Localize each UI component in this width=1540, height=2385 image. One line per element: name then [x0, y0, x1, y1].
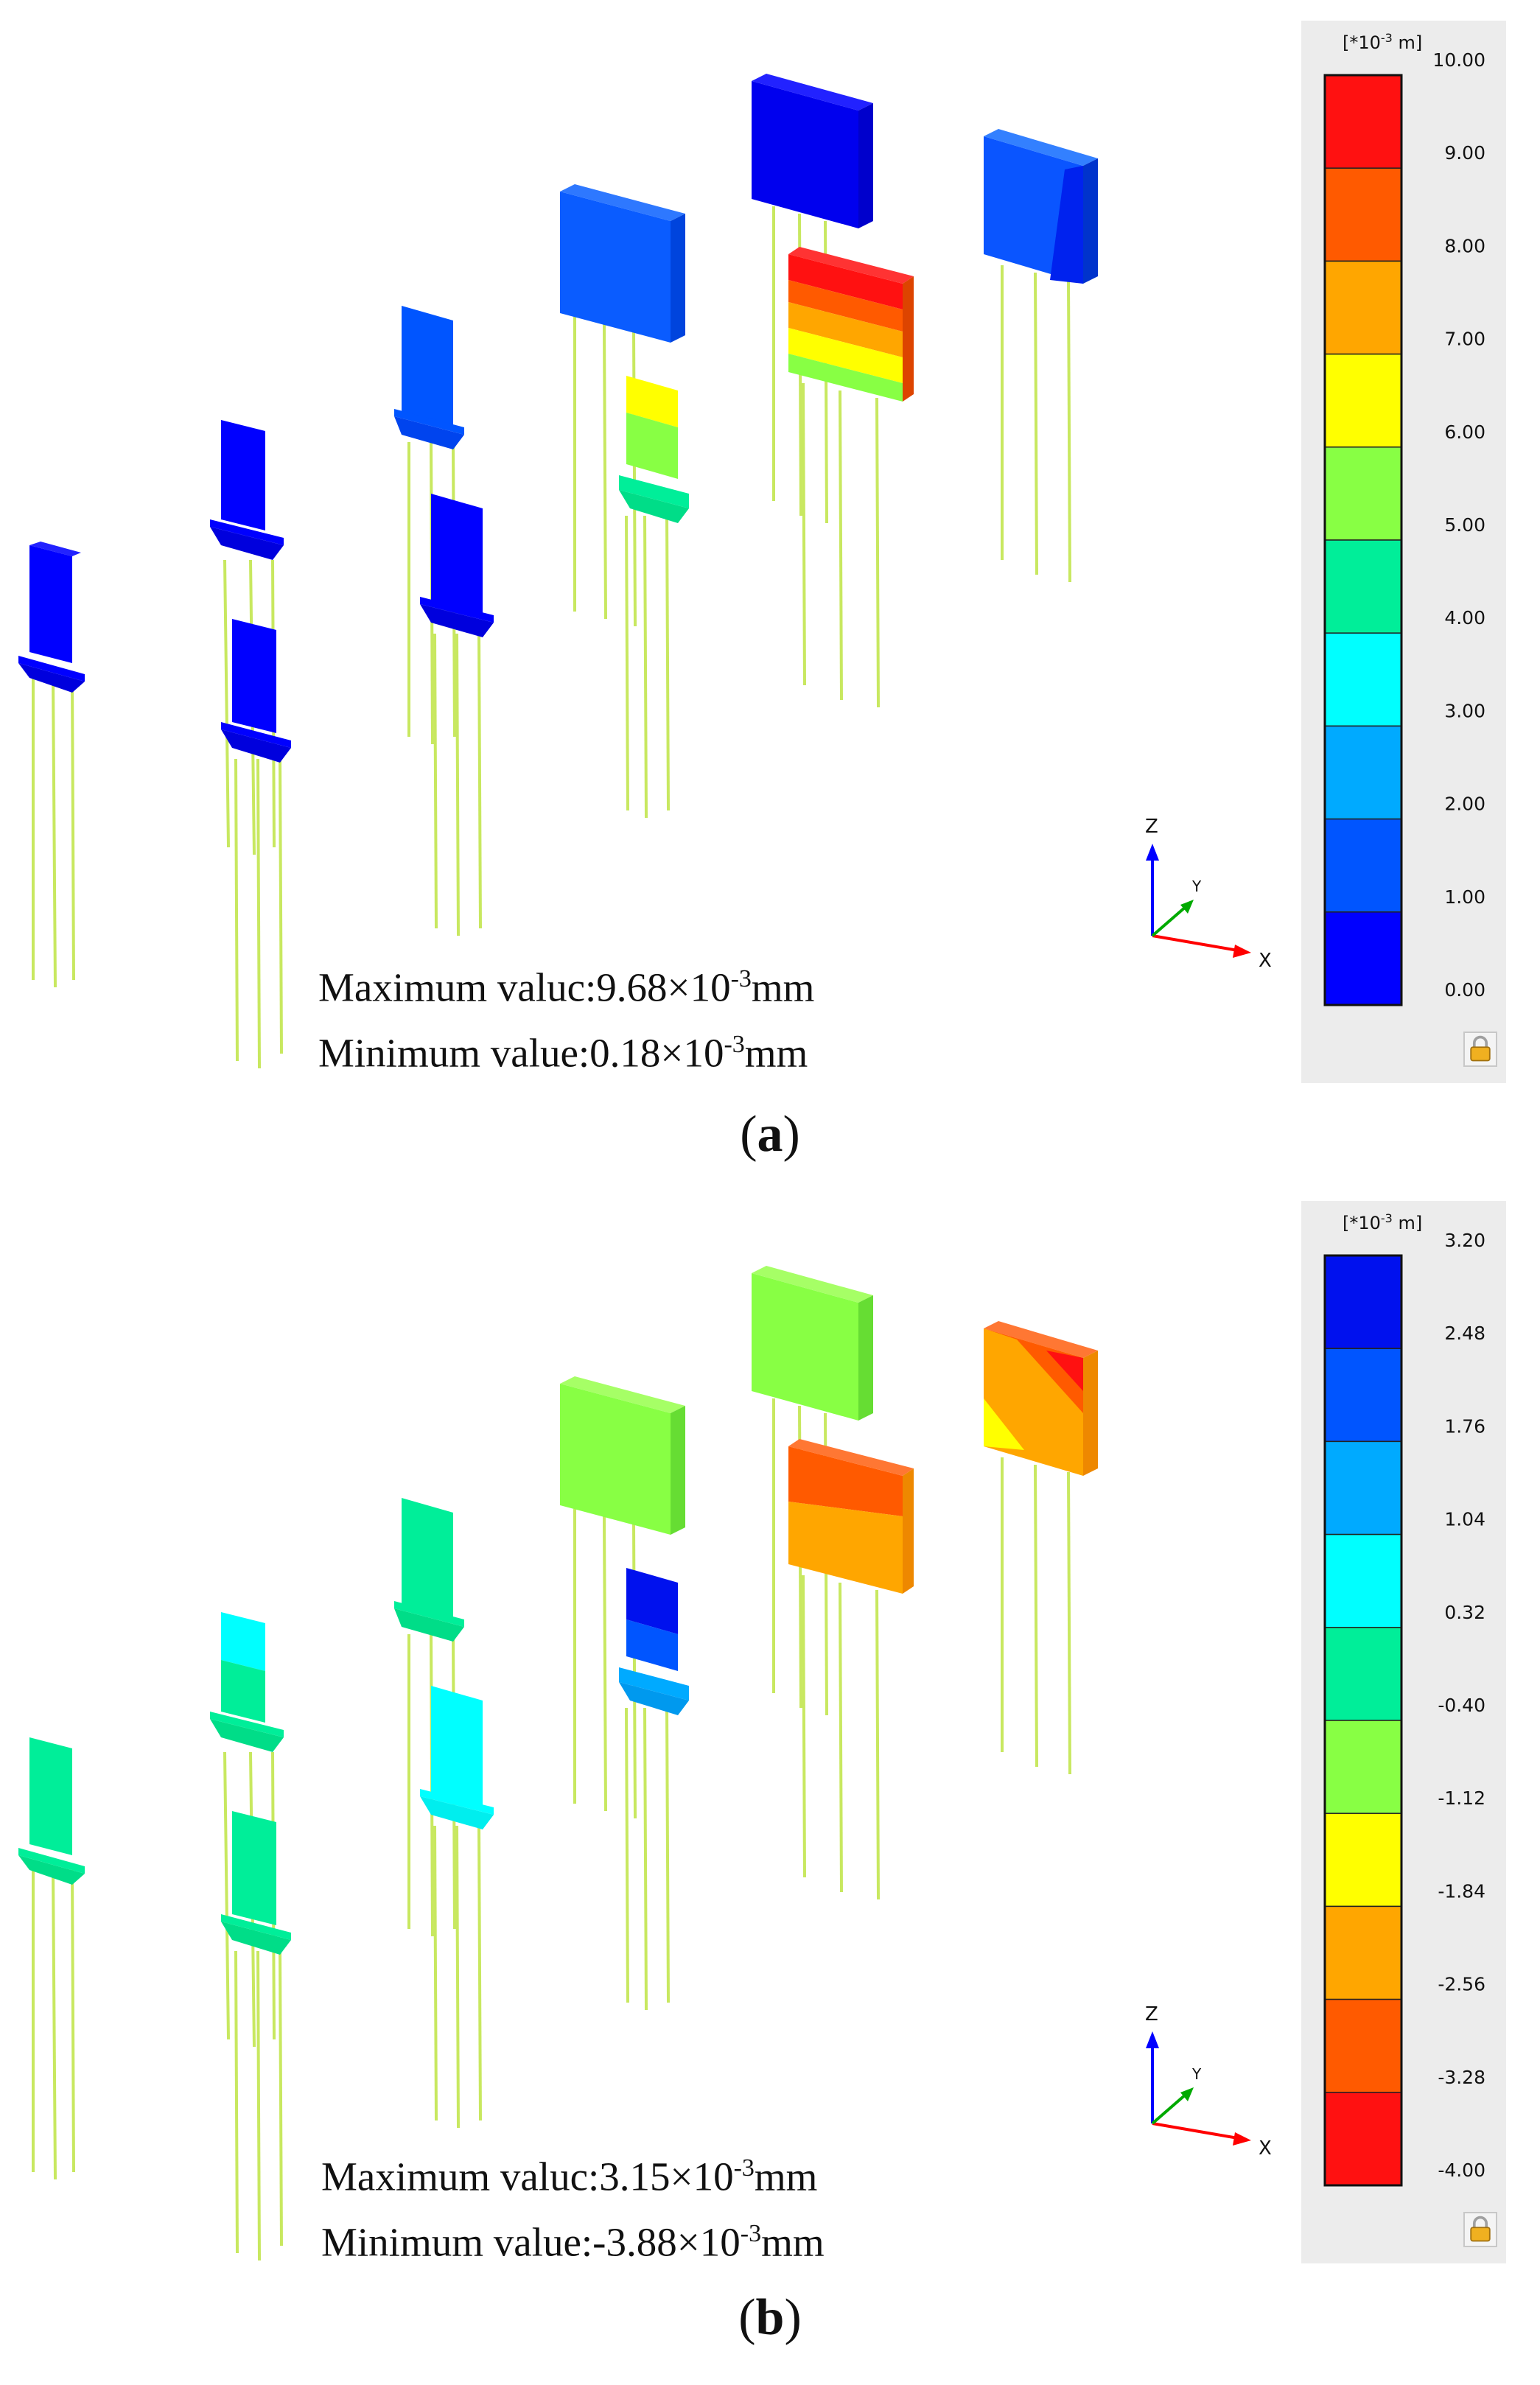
legend-color-swatch — [1324, 353, 1402, 448]
min-value-line-b: Minimum value:-3.88×10-3mm — [321, 2219, 825, 2265]
legend-color-swatch — [1324, 911, 1402, 1006]
lock-button-a[interactable] — [1463, 1032, 1497, 1067]
lock-icon — [1470, 2216, 1491, 2242]
panel-b: Maximum valuc:3.15×10-3mm Minimum value:… — [0, 1192, 1540, 2385]
legend-color-swatch — [1324, 446, 1402, 541]
axis-triad-b: Z Y X — [1145, 2003, 1272, 2160]
legend-tick-label: -1.84 — [1438, 1880, 1485, 1902]
legend-unit-a: [*10-3 m] — [1343, 31, 1423, 53]
legend-tick-label: -3.28 — [1438, 2067, 1485, 2088]
legend-color-swatch — [1324, 1905, 1402, 2000]
legend-tick-label: -2.56 — [1438, 1974, 1485, 1995]
axis-y-label: Y — [1191, 2065, 1202, 2083]
legend-color-swatch — [1324, 539, 1402, 634]
small-pier-3 — [221, 619, 291, 763]
pile-foundation-scene-a — [18, 74, 1098, 1069]
axis-y-label: Y — [1191, 878, 1202, 895]
caption-b: (b) — [738, 2289, 802, 2346]
piles — [32, 206, 1071, 1069]
piles — [32, 1398, 1071, 2261]
legend-tick-label: 2.48 — [1444, 1323, 1485, 1344]
axis-z-label: Z — [1145, 2003, 1158, 2025]
legend-bar-b: 3.20 2.48 1.76 1.04 0.32 -0.40 -1.12 -1.84 -2.56… — [1323, 1230, 1485, 2187]
lock-icon — [1470, 1035, 1491, 1062]
legend-bar-a: 10.00 9.00 8.00 7.00 6.00 5.00 4.00 3.00 2.00 1.0… — [1323, 49, 1485, 1006]
lock-button-b[interactable] — [1463, 2212, 1497, 2247]
legend-color-swatch — [1324, 260, 1402, 355]
legend-tick-label: 4.00 — [1444, 607, 1485, 628]
legend-color-swatch — [1324, 1627, 1402, 1721]
stacked-pier — [619, 1568, 689, 1715]
legend-tick-label: 8.00 — [1444, 235, 1485, 256]
legend-unit-b: [*10-3 m] — [1343, 1211, 1423, 1233]
large-cap-1 — [560, 1376, 685, 1535]
legend-tick-label: 0.32 — [1444, 1602, 1485, 1623]
caption-a: (a) — [740, 1106, 800, 1163]
legend-color-swatch — [1324, 1533, 1402, 1628]
axis-triad-a: Z Y X — [1145, 816, 1272, 972]
legend-frame — [1323, 1254, 1403, 2187]
mid-pier-2 — [420, 494, 494, 637]
legend-color-swatch — [1324, 632, 1402, 727]
legend-color-swatch — [1324, 2092, 1402, 2186]
legend-color-swatch — [1324, 725, 1402, 820]
legend-tick-label: 0.00 — [1444, 979, 1485, 1001]
color-legend-a: 10.00 9.00 8.00 7.00 6.00 5.00 4.00 3.00 2.00 1.0… — [1301, 21, 1506, 1083]
large-cap-3 — [984, 129, 1098, 284]
max-value-line-a: Maximum valuc:9.68×10-3mm — [318, 964, 815, 1010]
legend-tick-label: 3.00 — [1444, 700, 1485, 721]
legend-color-swatch — [1324, 1440, 1402, 1535]
legend-tick-label: 6.00 — [1444, 421, 1485, 443]
color-legend-b: 3.20 2.48 1.76 1.04 0.32 -0.40 -1.12 -1.84 -2.56… — [1301, 1201, 1506, 2263]
axis-x-label: X — [1259, 950, 1272, 972]
gradient-cap — [788, 1439, 914, 1594]
small-pier-3 — [221, 1811, 291, 1955]
legend-tick-label: -4.00 — [1438, 2160, 1485, 2181]
legend-color-swatch — [1324, 167, 1402, 262]
legend-color-swatch — [1324, 1813, 1402, 1908]
legend-color-swatch — [1324, 1720, 1402, 1814]
legend-tick-label: -0.40 — [1438, 1695, 1485, 1716]
legend-tick-label: 2.00 — [1444, 794, 1485, 815]
mid-pier-1 — [394, 306, 464, 449]
legend-tick-label: 10.00 — [1432, 49, 1485, 71]
large-cap-1 — [560, 184, 685, 343]
legend-color-swatch — [1324, 1348, 1402, 1443]
max-min-values-a: Maximum valuc:9.68×10-3mm Minimum value:… — [318, 950, 814, 1082]
max-value-line-b: Maximum valuc:3.15×10-3mm — [321, 2154, 818, 2199]
legend-tick-label: -1.12 — [1438, 1787, 1485, 1809]
legend-frame — [1323, 74, 1403, 1006]
large-cap-2 — [752, 1266, 873, 1421]
legend-tick-label: 1.00 — [1444, 886, 1485, 908]
pile-foundation-scene-b — [18, 1266, 1098, 2261]
legend-color-swatch — [1324, 74, 1402, 169]
legend-color-swatch — [1324, 1998, 1402, 2093]
gradient-cap — [788, 247, 914, 402]
min-value-line-a: Minimum value:0.18×10-3mm — [318, 1030, 808, 1076]
mid-pier-1 — [394, 1498, 464, 1642]
small-pier-2 — [210, 420, 284, 560]
legend-tick-label: 1.04 — [1444, 1509, 1485, 1530]
small-pier-2 — [210, 1612, 284, 1752]
legend-color-swatch — [1324, 1255, 1402, 1349]
small-pier-1 — [18, 542, 85, 693]
legend-color-swatch — [1324, 818, 1402, 913]
legend-tick-label: 1.76 — [1444, 1415, 1485, 1437]
legend-tick-label: 7.00 — [1444, 329, 1485, 350]
max-min-values-b: Maximum valuc:3.15×10-3mm Minimum value:… — [321, 2140, 825, 2272]
stacked-pier — [619, 376, 689, 523]
panel-a: Maximum valuc:9.68×10-3mm Minimum value:… — [18, 21, 1506, 1163]
legend-tick-label: 9.00 — [1444, 142, 1485, 164]
legend-tick-label: 5.00 — [1444, 514, 1485, 536]
mid-pier-2 — [420, 1686, 494, 1829]
large-cap-2 — [752, 74, 873, 228]
legend-tick-label: 3.20 — [1444, 1230, 1485, 1251]
large-cap-3 — [984, 1321, 1098, 1476]
axis-x-label: X — [1259, 2137, 1272, 2160]
small-pier-1 — [18, 1737, 85, 1885]
axis-z-label: Z — [1145, 816, 1158, 838]
